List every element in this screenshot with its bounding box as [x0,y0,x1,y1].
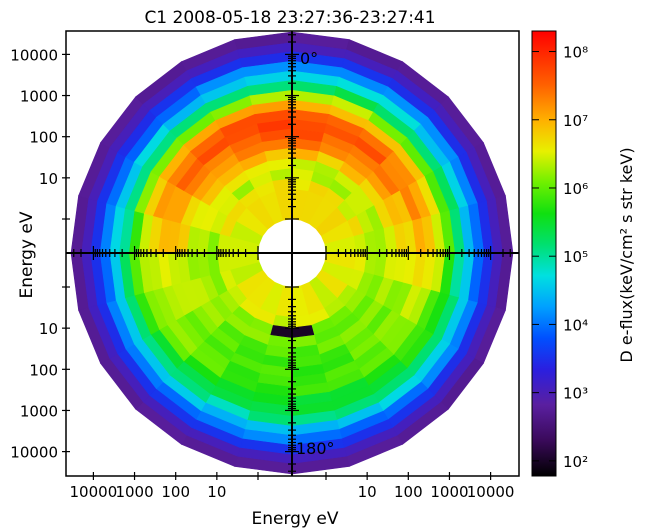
y-tick-label-lower: 10 [39,320,58,338]
y-tick-label-upper: 100 [29,129,58,147]
x-tick-label-right: 1000 [430,483,468,501]
colorbar-tick-label: 10³ [563,385,588,403]
x-axis-label: Energy eV [251,509,338,529]
colorbar-tick-label: 10⁸ [563,44,588,62]
x-tick-label-right: 10000 [467,483,515,501]
colorbar-tick-label: 10⁷ [563,112,588,130]
angle-label-180: 180° [296,439,335,458]
y-tick-label-lower: 10000 [10,444,58,462]
colorbar-tick-label: 10² [563,453,588,471]
chart-title: C1 2008-05-18 23:27:36-23:27:41 [144,8,435,28]
y-tick-label-upper: 10 [39,170,58,188]
y-tick-label-lower: 1000 [20,402,58,420]
colorbar-ticks-layer: 10² 10³ 10⁴ 10⁵ 10⁶ 10⁷ 10⁸ [532,44,588,471]
y-tick-label-upper: 10000 [10,46,58,64]
x-tick-label-left: 1000 [115,483,153,501]
x-tick-label-right: 100 [394,483,423,501]
colorbar [531,30,557,477]
colorbar-label: D e-flux(keV/cm² s str keV) [617,147,636,362]
colorbar-tick-label: 10⁴ [563,316,588,334]
axes-layer [62,31,519,480]
y-tick-label-lower: 100 [29,361,58,379]
colorbar-tick-label: 10⁵ [563,248,588,266]
angle-label-0: 0° [300,49,318,68]
x-tick-label-left: 10 [207,483,226,501]
x-tick-label-left: 100 [161,483,190,501]
y-tick-label-upper: 1000 [20,88,58,106]
y-axis-label: Energy eV [17,211,37,298]
x-tick-label-right: 10 [358,483,377,501]
colorbar-tick-label: 10⁶ [563,180,588,198]
x-tick-label-left: 10000 [70,483,118,501]
